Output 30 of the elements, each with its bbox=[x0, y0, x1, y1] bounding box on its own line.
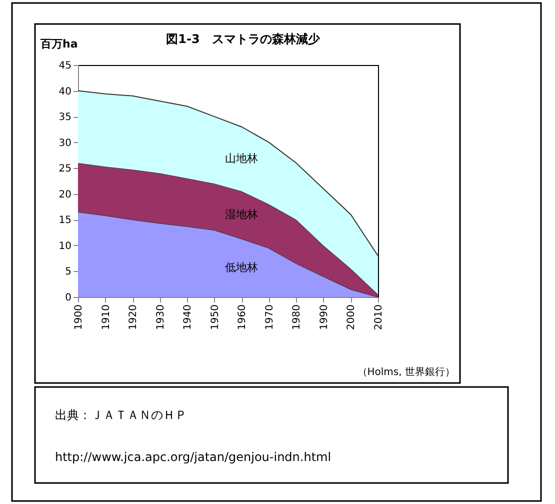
text: （Holms, 世界銀行） bbox=[357, 366, 455, 378]
x-tick-label: 1900 bbox=[74, 304, 84, 330]
chart-title: 図1-3 スマトラの森林減少 bbox=[166, 32, 321, 46]
y-tick-label: 0 bbox=[65, 292, 72, 304]
y-tick-label: 45 bbox=[58, 60, 72, 72]
x-tick-label: 1920 bbox=[128, 304, 140, 330]
x-tick-label: 1960 bbox=[237, 304, 248, 330]
x-tick-label: 1990 bbox=[318, 304, 330, 330]
source-note: 出典：ＪＡＴＡＮのＨＰ bbox=[55, 408, 187, 422]
x-tick-label: 1940 bbox=[182, 304, 194, 330]
x-tick-label: 2000 bbox=[346, 304, 358, 330]
x-tick-label: 1910 bbox=[100, 304, 112, 330]
y-tick-label: 20 bbox=[58, 189, 72, 200]
text: http://www.jca.apc.org/jatan/genjou-indn.html bbox=[55, 450, 332, 464]
series-label: 湿地林 bbox=[225, 208, 258, 222]
y-tick-label: 5 bbox=[65, 266, 72, 278]
x-tick-label: 1980 bbox=[292, 304, 303, 330]
y-tick-label: 30 bbox=[58, 138, 72, 149]
y-tick-label: 15 bbox=[58, 215, 72, 226]
x-tick-label: 1970 bbox=[264, 304, 276, 330]
series-label: 山地林 bbox=[225, 152, 258, 166]
y-tick-label: 35 bbox=[58, 112, 72, 124]
x-tick-label: 1930 bbox=[155, 304, 166, 330]
x-tick-label: 2010 bbox=[374, 304, 384, 330]
y-tick-label: 40 bbox=[58, 86, 72, 98]
y-tick-label: 25 bbox=[58, 164, 72, 175]
series-label: 低地林 bbox=[225, 260, 258, 274]
y-tick-label: 10 bbox=[58, 240, 72, 252]
x-tick-label: 1950 bbox=[210, 304, 221, 330]
y-axis-title: 百万ha bbox=[40, 38, 78, 50]
